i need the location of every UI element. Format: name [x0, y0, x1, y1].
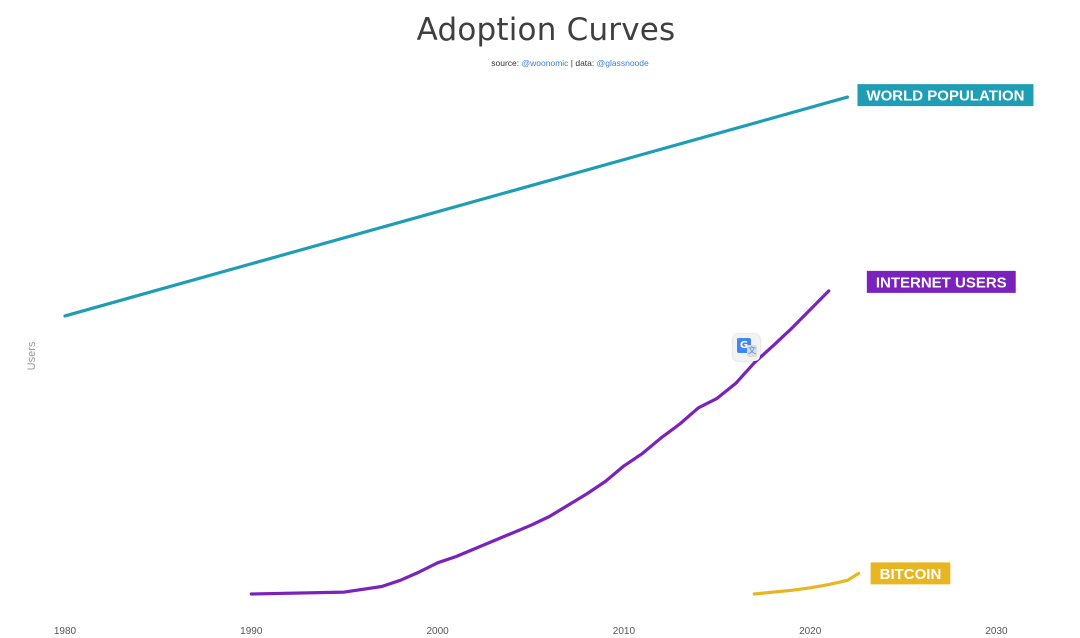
- series-tag-text-world-population: WORLD POPULATION: [866, 88, 1024, 105]
- series-line-bitcoin: [752, 571, 861, 596]
- chart-title: Adoption Curves: [416, 12, 676, 48]
- source-prefix: source:: [491, 58, 522, 68]
- series-tag-bitcoin: BITCOIN: [870, 562, 951, 585]
- series-tag-box-internet-users: [866, 270, 1016, 293]
- x-tick-label-1990: 1990: [240, 626, 263, 637]
- source-author-link[interactable]: @woonomic: [521, 58, 569, 68]
- series-tag-text-bitcoin: BITCOIN: [880, 566, 942, 583]
- x-tick-label-2000: 2000: [426, 626, 449, 637]
- source-data-link[interactable]: @glassnoode: [596, 58, 649, 68]
- google-translate-icon[interactable]: G 文: [733, 334, 760, 361]
- x-axis: 1980 1990 2000 2010 2020 2030: [54, 626, 1008, 637]
- x-tick-label-2020: 2020: [799, 626, 822, 637]
- series-tag-box-world-population: [857, 84, 1034, 107]
- y-axis-label: Users: [26, 341, 38, 370]
- chart-source: source: @woonomic | data: @glassnoode: [0, 58, 1080, 68]
- x-tick-label-2010: 2010: [613, 626, 636, 637]
- translate-sub-glyph: 文: [747, 345, 757, 357]
- series-tag-world-population: WORLD POPULATION: [857, 84, 1034, 107]
- series-tag-box-bitcoin: [870, 562, 951, 585]
- source-separator: | data:: [568, 58, 597, 68]
- x-tick-label-2030: 2030: [985, 626, 1008, 637]
- series-tags: WORLD POPULATION INTERNET USERS BITCOIN: [857, 84, 1034, 585]
- series-tag-text-internet-users: INTERNET USERS: [876, 274, 1007, 291]
- series-tag-internet-users: INTERNET USERS: [866, 270, 1016, 293]
- x-tick-label-1980: 1980: [54, 626, 77, 637]
- series-line-world-population: [63, 95, 850, 318]
